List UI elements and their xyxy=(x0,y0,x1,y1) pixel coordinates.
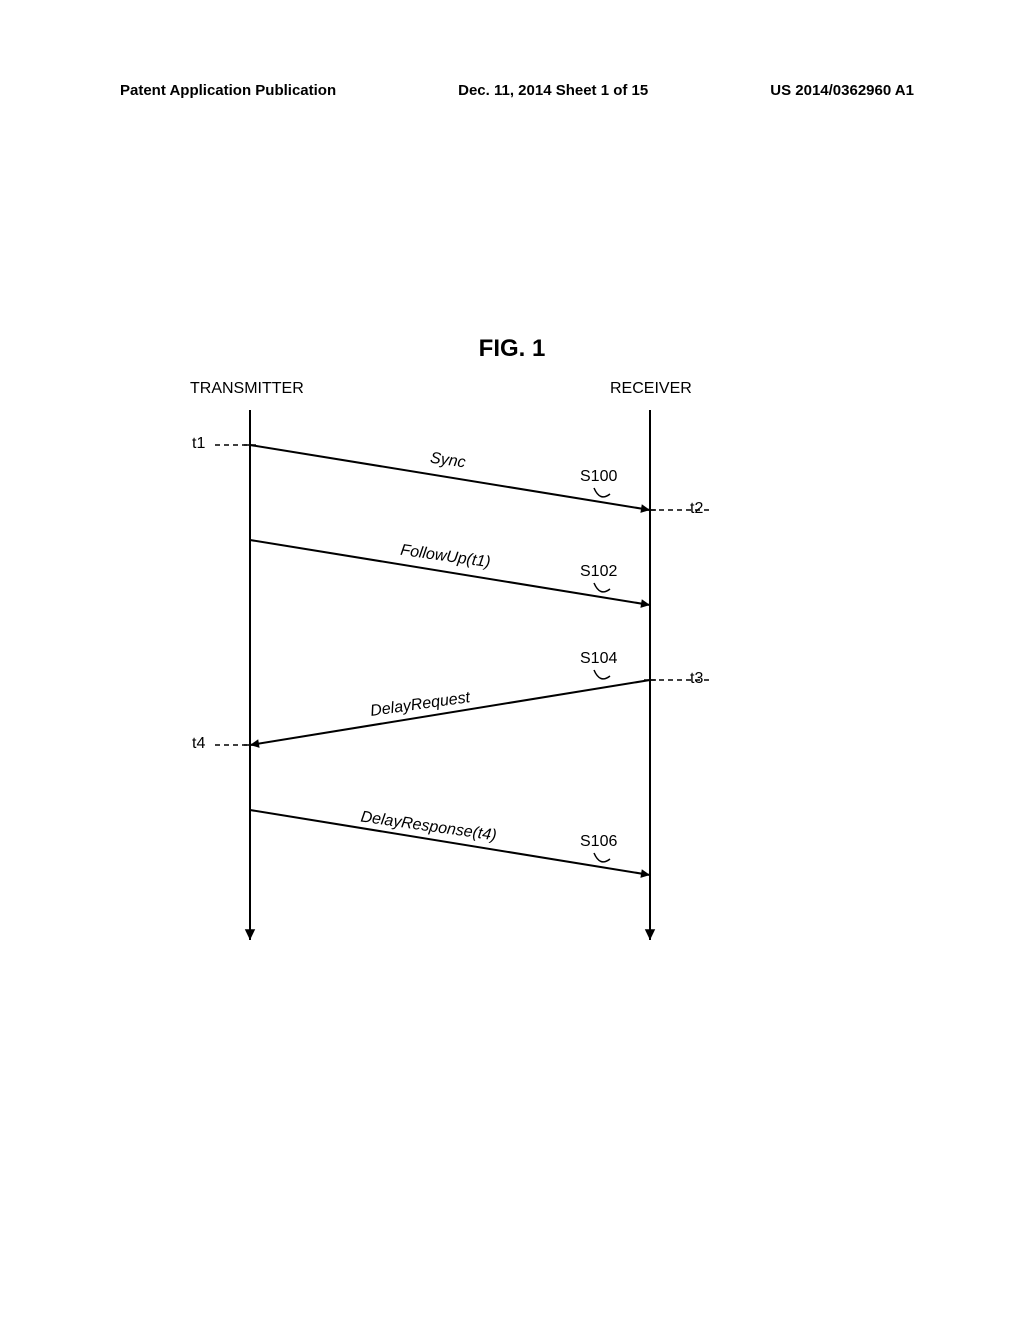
page-header: Patent Application Publication Dec. 11, … xyxy=(120,82,914,99)
step-s106: S106 xyxy=(580,833,617,851)
header-center: Dec. 11, 2014 Sheet 1 of 15 xyxy=(458,82,648,99)
figure-title: FIG. 1 xyxy=(0,335,1024,363)
header-right: US 2014/0362960 A1 xyxy=(770,82,914,99)
time-t4: t4 xyxy=(192,735,205,753)
time-t2: t2 xyxy=(690,500,703,518)
step-s100: S100 xyxy=(580,468,617,486)
step-s104: S104 xyxy=(580,650,617,668)
time-t1: t1 xyxy=(192,435,205,453)
header-left: Patent Application Publication xyxy=(120,82,336,99)
time-t3: t3 xyxy=(690,670,703,688)
sequence-diagram: TRANSMITTER RECEIVER t1 t2 t3 t4 S100 S1… xyxy=(150,380,750,960)
step-s102: S102 xyxy=(580,563,617,581)
